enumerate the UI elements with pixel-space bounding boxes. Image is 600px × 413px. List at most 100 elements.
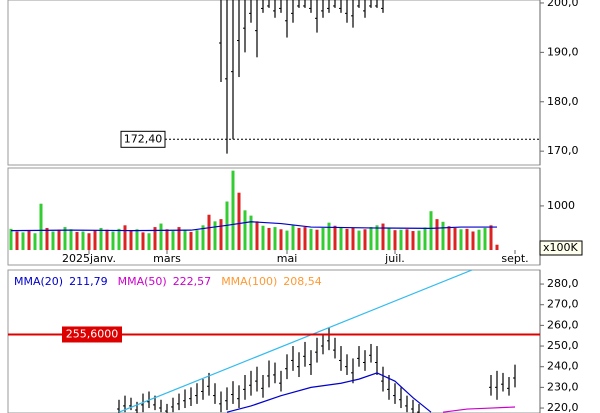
volume-bar [27,230,31,250]
volume-bar [267,227,271,250]
volume-bar [147,233,151,250]
y-tick-label: 280,0 [547,277,579,290]
volume-bar [249,215,253,250]
level-label: 172,40 [124,132,163,145]
y-tick-label: 190,0 [547,45,579,58]
volume-bar [471,231,475,250]
volume-average [10,221,497,232]
volume-bar [81,231,85,250]
volume-bar [309,228,313,250]
level-label: 255,6000 [66,327,119,340]
volume-bar [327,222,331,250]
volume-bar [255,221,259,250]
volume-bar [69,229,73,250]
volume-bar [177,227,181,250]
level-box [62,326,122,343]
legend-name: MMA(100) [221,275,277,288]
volume-bar [219,219,223,250]
volume-bar [111,231,115,250]
volume-bar [345,228,349,250]
volume-bar [411,231,415,250]
volume-bar [279,229,283,250]
volume-bar [207,214,211,250]
volume-bar [165,229,169,250]
volume-bar [489,225,493,250]
unit-label: x100K [543,241,579,254]
volume-bar [387,228,391,250]
volume-bar [483,227,487,250]
y-tick-label: 200,0 [547,0,579,9]
legend-value: 211,79 [69,275,108,288]
volume-bar [39,203,43,250]
volume-bar [75,231,79,250]
plot-area [219,0,384,154]
volume-bar [405,229,409,250]
volume-bar [465,228,469,250]
volume-bar [435,219,439,250]
volume-bar [447,226,451,250]
volume-bar [171,231,175,250]
indicator-line [118,270,474,413]
y-tick-label: 250,0 [547,339,579,352]
y-tick-label: 180,0 [547,95,579,108]
volume-bar [243,210,247,250]
y-tick-label: 230,0 [547,380,579,393]
volume-bar [297,227,301,250]
volume-bar [459,229,463,250]
volume-bar [351,227,355,250]
volume-bar [339,227,343,250]
volume-bar [63,227,67,250]
volume-bar [381,223,385,250]
unit-box [539,240,583,256]
x-tick-label: mars [153,252,181,265]
volume-bar [105,229,109,250]
volume-bar [441,221,445,250]
volume-bar [393,230,397,250]
volume-bar [21,232,25,250]
legend-value: 222,57 [173,275,212,288]
y-tick-label: 240,0 [547,360,579,373]
volume-bar [399,229,403,250]
legend-name: MMA(20) [14,275,63,288]
volume-bar [195,230,199,250]
volume-bar [321,227,325,250]
volume-bar [159,223,163,250]
volume-bar [213,221,217,250]
volume-bar [45,227,49,250]
volume-bar [117,228,121,250]
volume-bar [51,231,55,250]
legend-name: MMA(50) [118,275,167,288]
volume-bar [369,227,373,250]
volume-bar [453,227,457,250]
x-tick-label: 2025janv. [62,252,116,265]
volume-bar [303,227,307,250]
plot-area [9,170,499,250]
y-tick-label: 220,0 [547,401,579,413]
volume-bar [315,229,319,250]
volume-bar [153,227,157,250]
volume-bar [189,231,193,250]
y-tick-label: 260,0 [547,318,579,331]
volume-bar [87,233,91,250]
volume-bar [135,229,139,250]
volume-bar [417,230,421,250]
x-tick-label: juil. [384,252,405,265]
volume-bar [15,231,19,250]
volume-bar [291,225,295,250]
volume-bar [285,230,289,250]
volume-bar [423,227,427,250]
volume-bar [123,225,127,250]
volume-bar [183,229,187,250]
volume-bar [477,229,481,250]
volume-bar [261,225,265,250]
volume-bar [141,232,145,250]
volume-bar [129,231,133,250]
volume-bar [9,228,13,250]
volume-bar [99,227,103,250]
legend-value: 208,54 [283,275,322,288]
y-tick-label: 170,0 [547,144,579,157]
volume-bar [363,229,367,250]
level-box [120,130,166,148]
